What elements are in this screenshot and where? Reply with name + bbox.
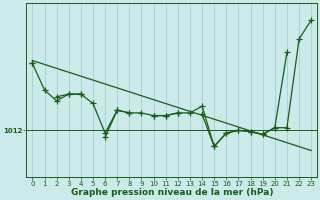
X-axis label: Graphe pression niveau de la mer (hPa): Graphe pression niveau de la mer (hPa)	[70, 188, 273, 197]
